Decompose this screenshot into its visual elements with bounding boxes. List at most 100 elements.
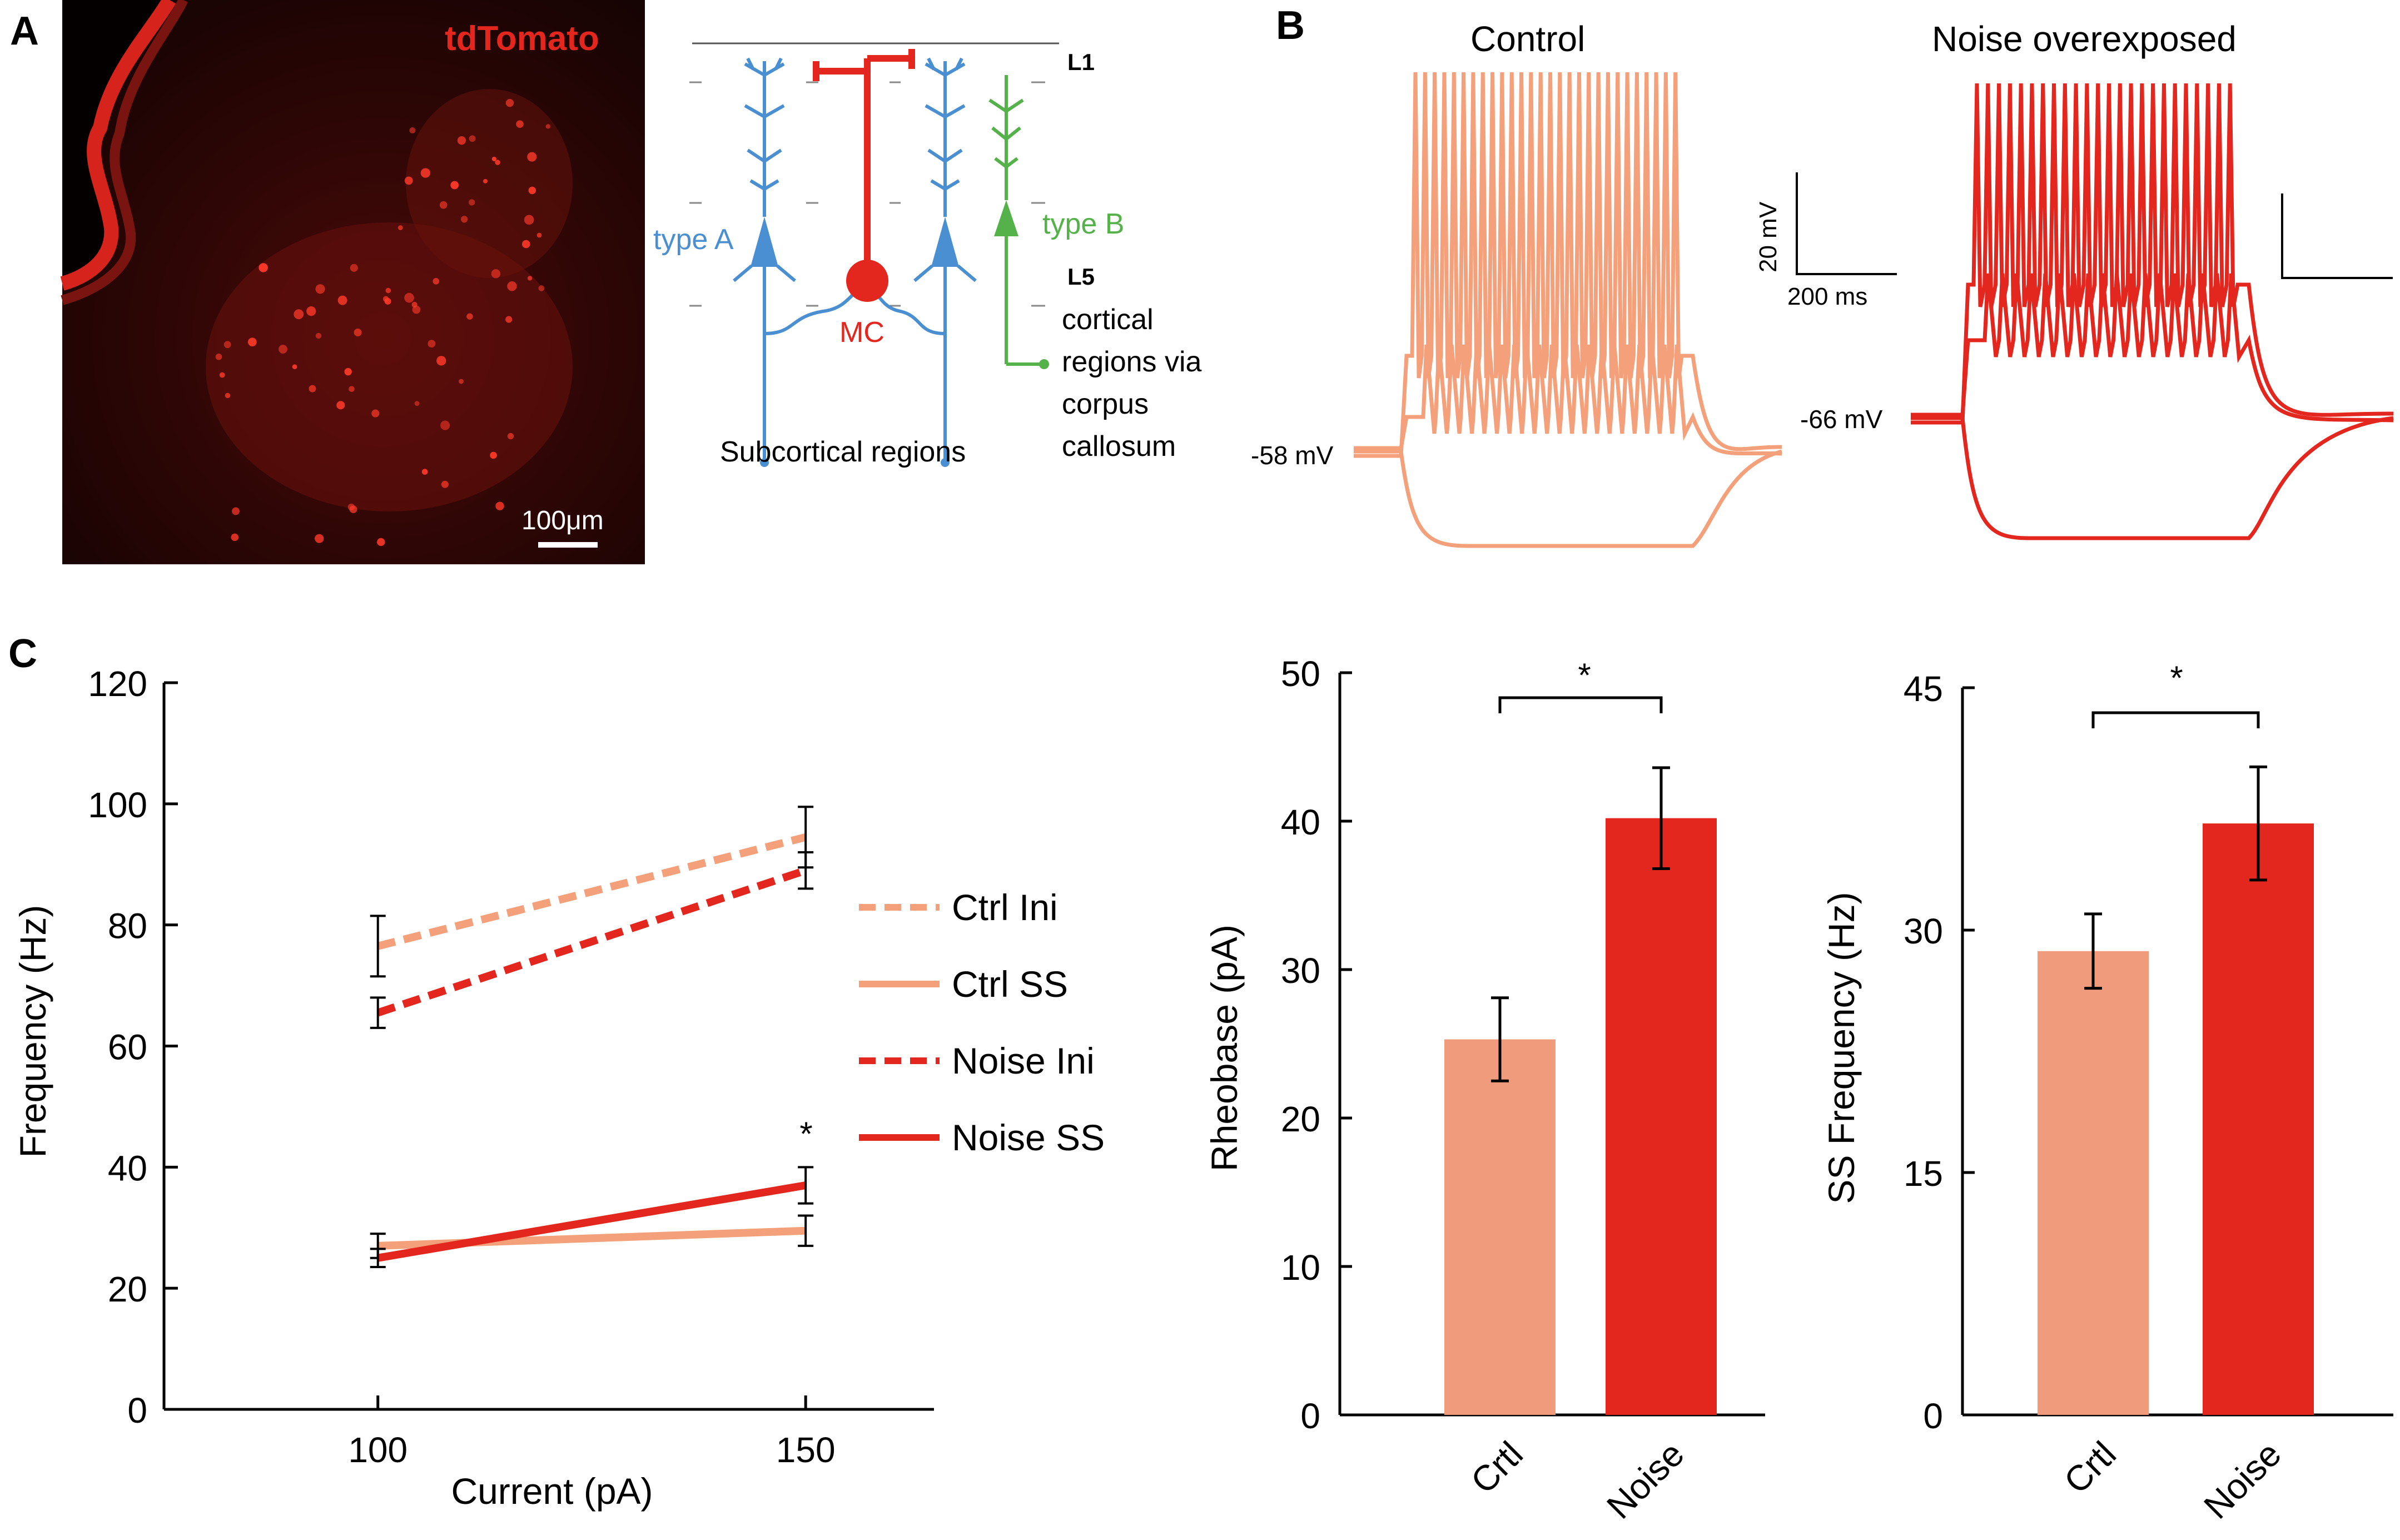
neuron-soma xyxy=(347,503,355,511)
neuron-soma xyxy=(441,480,449,488)
neuron-soma xyxy=(521,240,530,249)
neuron-soma xyxy=(421,469,428,475)
y-tick-label: 120 xyxy=(88,664,147,704)
neuron-soma xyxy=(279,345,287,354)
rheobase-bar-chart: Rheobase (pA) * 0 10 20 30 40 50 Crtl Noise xyxy=(1204,654,1765,1527)
y-tick-label: 80 xyxy=(108,906,147,946)
neuron-soma xyxy=(528,186,536,195)
neuron-soma xyxy=(315,332,322,339)
neuron-soma xyxy=(397,225,403,231)
neuron-soma xyxy=(468,199,475,206)
neuron-soma xyxy=(527,276,533,281)
type-a-label: type A xyxy=(653,223,734,256)
type-b-label: type B xyxy=(1042,208,1124,240)
bar-noise xyxy=(1606,818,1717,1415)
panel-c-label: C xyxy=(8,632,37,676)
voltage-trace xyxy=(1354,72,1782,458)
scale-voltage-label: 20 mV xyxy=(1755,201,1782,272)
neuron-soma xyxy=(294,309,304,320)
neuron-soma xyxy=(507,433,514,440)
legend-ctrl-ini: Ctrl Ini xyxy=(952,887,1058,928)
neuron-soma xyxy=(483,178,488,183)
y-tick-label: 20 xyxy=(1281,1099,1320,1139)
neuron-soma xyxy=(232,507,240,515)
neuron-soma xyxy=(223,341,231,349)
noise-title: Noise overexposed xyxy=(1932,19,2237,59)
mc-neuron xyxy=(813,49,915,302)
neuron-soma xyxy=(495,501,504,510)
neuron-soma xyxy=(450,181,459,190)
neuron-soma xyxy=(459,379,464,384)
legend-noise-ini: Noise Ini xyxy=(952,1040,1095,1081)
control-rest-potential: -58 mV xyxy=(1251,441,1334,470)
neuron-soma xyxy=(433,278,440,285)
y-tick-label: 0 xyxy=(127,1390,147,1430)
callosal-label-1: cortical xyxy=(1062,304,1154,336)
neuron-soma xyxy=(524,215,534,225)
neuron-soma xyxy=(457,136,466,145)
callosal-label-2: regions via xyxy=(1062,346,1202,378)
micrograph-label: tdTomato xyxy=(445,19,599,58)
neuron-soma xyxy=(259,263,268,272)
y-tick-label: 30 xyxy=(1904,911,1943,951)
line-chart-xlabel: Current (pA) xyxy=(451,1471,653,1512)
control-title: Control xyxy=(1470,19,1585,59)
neuron-soma xyxy=(466,313,473,320)
neuron-soma xyxy=(505,316,513,323)
tissue-edge xyxy=(60,0,176,291)
labeled-neurons xyxy=(215,99,550,547)
micrograph: tdTomato 100μm xyxy=(60,0,645,564)
neuron-soma xyxy=(309,385,316,393)
subcortical-label: Subcortical regions xyxy=(720,436,966,468)
neuron-soma xyxy=(505,99,514,107)
bar-crtl xyxy=(1444,1039,1556,1415)
voltage-trace xyxy=(1911,83,2394,425)
y-tick-label: 20 xyxy=(108,1269,147,1309)
layer-label-l1: L1 xyxy=(1067,49,1095,75)
type-a-neuron xyxy=(733,57,860,467)
rheobase-ylabel: Rheobase (pA) xyxy=(1204,925,1245,1171)
bar-crtl xyxy=(2038,951,2149,1415)
neuron-soma xyxy=(527,152,537,162)
neuron-soma xyxy=(495,160,500,165)
layer-label-l5: L5 xyxy=(1067,264,1095,290)
significance-bracket xyxy=(1498,696,1663,713)
neuron-soma xyxy=(469,135,476,142)
y-tick-label: 0 xyxy=(1923,1396,1943,1436)
mc-label: MC xyxy=(839,316,885,349)
series-line-ctrl-ini xyxy=(376,833,807,950)
neuron-soma xyxy=(538,285,545,291)
legend-noise-ss: Noise SS xyxy=(952,1117,1105,1158)
circuit-diagram: L1 L5 xyxy=(653,42,1202,468)
neuron-soma xyxy=(384,297,391,305)
neuron-soma xyxy=(491,156,496,162)
x-tick-label: Crtl xyxy=(1463,1434,1531,1501)
callosal-label-3: corpus xyxy=(1062,388,1149,420)
neuron-soma xyxy=(336,401,345,410)
neuron-soma xyxy=(491,269,501,279)
x-tick-label: 100 xyxy=(348,1430,408,1470)
noise-rest-potential: -66 mV xyxy=(1800,405,1883,434)
legend-ctrl-ss: Ctrl SS xyxy=(952,963,1068,1005)
neuron-soma xyxy=(315,534,324,543)
series-line-noise-ss xyxy=(377,1181,807,1262)
scale-bar-label: 100μm xyxy=(521,506,604,535)
y-tick-label: 30 xyxy=(1281,951,1320,991)
neuron-soma xyxy=(440,420,450,430)
neuron-soma xyxy=(337,295,347,305)
x-tick-label: Noise xyxy=(1599,1434,1692,1527)
neuron-soma xyxy=(349,386,355,392)
y-tick-label: 0 xyxy=(1300,1396,1320,1436)
neuron-soma xyxy=(371,409,380,418)
series-line-noise-ini xyxy=(376,866,807,1017)
ss-frequency-ylabel: SS Frequency (Hz) xyxy=(1821,892,1862,1204)
significance-bracket xyxy=(2091,711,2260,728)
neuron-soma xyxy=(460,216,468,223)
neuron-soma xyxy=(292,364,297,370)
voltage-scale-bar xyxy=(1796,172,2393,279)
rheobase-significance: * xyxy=(1578,657,1591,694)
neuron-soma xyxy=(420,168,430,178)
neuron-soma xyxy=(439,201,448,209)
voltage-trace xyxy=(1354,344,1782,456)
